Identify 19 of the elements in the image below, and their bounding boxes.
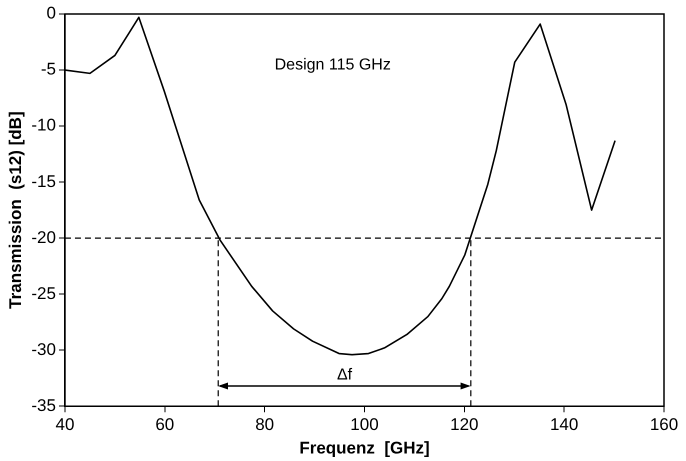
annotation: Δf (336, 366, 353, 384)
x-tick-label: 100 (350, 415, 379, 434)
x-tick-label: 140 (550, 415, 578, 434)
y-tick-label: -35 (31, 396, 56, 415)
y-tick-label: -30 (31, 340, 56, 359)
y-axis-title: Transmission (s12) [dB] (6, 111, 25, 309)
y-tick-label: -25 (31, 284, 56, 303)
y-tick-label: 0 (46, 4, 56, 23)
y-tick-label: -15 (31, 172, 56, 191)
y-tick-label: -10 (31, 116, 56, 135)
x-tick-label: 80 (255, 415, 274, 434)
y-tick-label: -20 (31, 228, 56, 247)
x-tick-label: 60 (155, 415, 174, 434)
y-tick-label: -5 (40, 60, 56, 79)
x-tick-label: 40 (56, 415, 74, 434)
x-tick-label: 120 (450, 415, 479, 434)
x-tick-label: 160 (650, 415, 678, 434)
x-axis-title: Frequenz [GHz] (299, 438, 430, 458)
annotation: Design 115 GHz (274, 56, 391, 74)
